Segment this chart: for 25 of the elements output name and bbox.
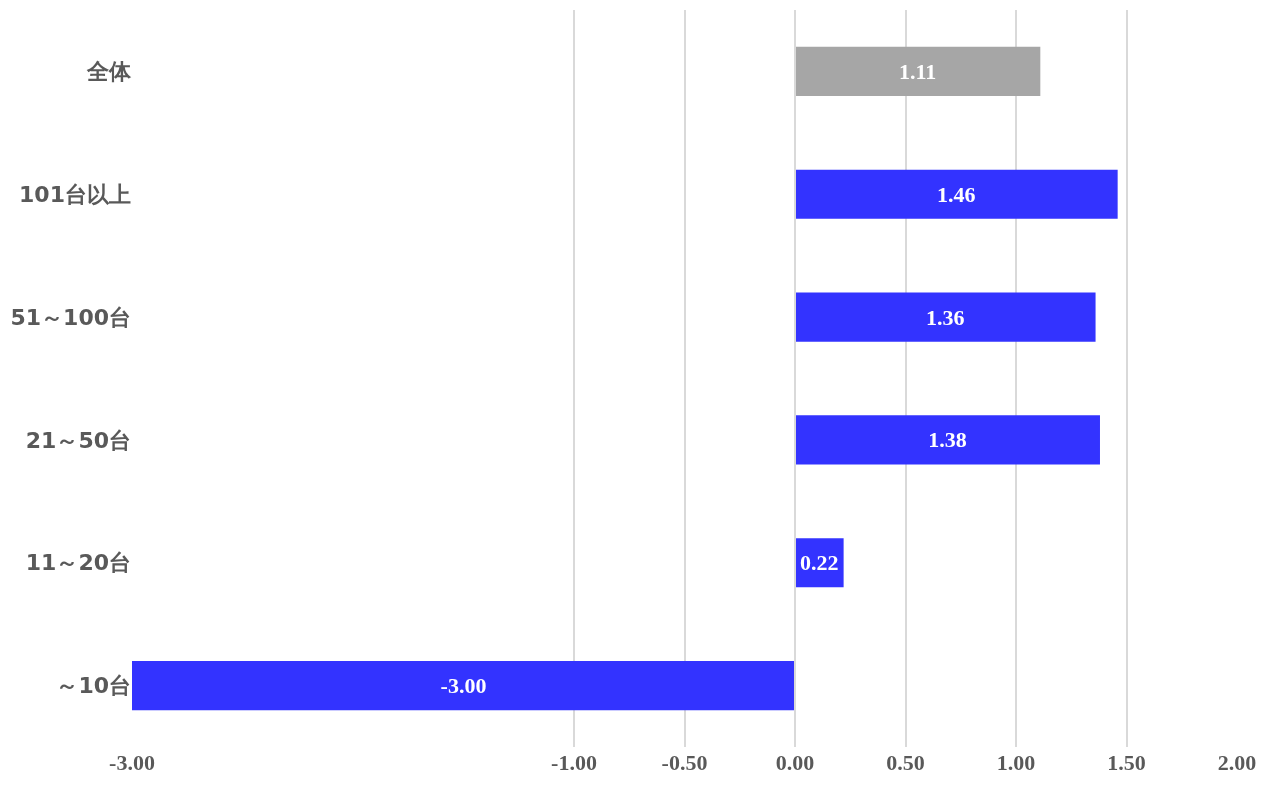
bar [795, 46, 1041, 96]
y-tick-label: 101台以上 [19, 181, 131, 207]
y-tick-label: 51～100台 [10, 304, 131, 330]
y-tick-label: 全体 [86, 59, 132, 85]
data-label: 1.36 [926, 304, 965, 330]
x-tick-label: -1.00 [551, 750, 597, 775]
bar [795, 169, 1118, 219]
bar [795, 292, 1096, 342]
y-tick-label: 11～20台 [25, 550, 131, 576]
data-label: -3.00 [440, 673, 487, 699]
data-label: 0.22 [800, 550, 839, 576]
data-label: 1.46 [937, 181, 976, 207]
y-tick-label: ～10台 [56, 673, 131, 699]
bar [132, 661, 795, 711]
x-tick-label: 2.00 [1217, 750, 1257, 775]
x-tick-label: -3.00 [109, 750, 155, 775]
x-tick-label: 1.00 [996, 750, 1036, 775]
data-label: 1.38 [928, 427, 967, 453]
data-label: 1.11 [899, 58, 937, 84]
x-tick-label: -0.50 [661, 750, 708, 775]
x-tick-label: 0.50 [886, 750, 925, 775]
bar [795, 415, 1100, 465]
y-tick-label: 21～50台 [25, 427, 131, 453]
x-tick-label: 1.50 [1107, 750, 1146, 775]
x-tick-label: 0.00 [775, 750, 815, 775]
